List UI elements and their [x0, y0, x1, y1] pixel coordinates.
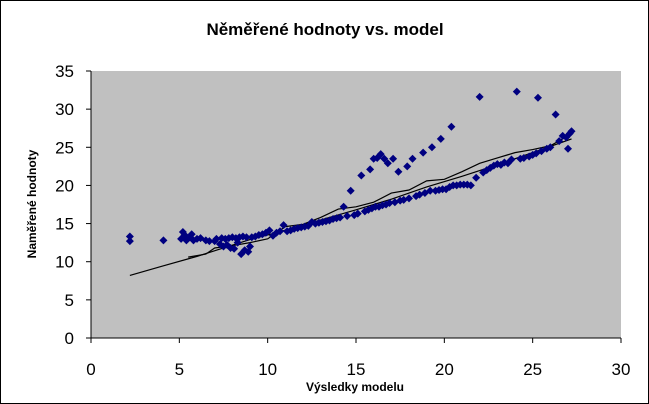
x-tick-label: 10 — [258, 360, 277, 379]
model-line-2 — [188, 135, 569, 258]
chart-title: Něměřené hodnoty vs. model — [206, 20, 443, 39]
data-point — [125, 237, 134, 246]
data-point — [426, 186, 435, 195]
data-point — [383, 159, 392, 168]
data-point — [533, 93, 542, 102]
y-tick-label: 10 — [55, 253, 74, 272]
data-point — [187, 230, 196, 239]
data-point — [512, 87, 521, 96]
data-point — [336, 213, 345, 222]
y-tick-label: 20 — [55, 176, 74, 195]
data-point — [551, 110, 560, 119]
data-point — [346, 186, 355, 195]
y-tick-label: 15 — [55, 215, 74, 234]
plot-area — [91, 71, 621, 338]
x-tick-label: 20 — [435, 360, 454, 379]
data-point — [366, 165, 375, 174]
data-point — [403, 162, 412, 171]
data-point — [546, 143, 555, 152]
data-point — [389, 154, 398, 163]
data-point — [159, 236, 168, 245]
data-point — [125, 232, 134, 241]
x-axis-label: Výsledky modelu — [306, 380, 404, 394]
data-point — [353, 209, 362, 218]
data-point — [466, 181, 475, 190]
x-tick-label: 15 — [347, 360, 366, 379]
data-point — [242, 233, 251, 242]
x-tick-label: 5 — [175, 360, 184, 379]
data-point — [230, 244, 239, 253]
data-point — [408, 154, 417, 163]
data-point — [427, 143, 436, 152]
data-point — [380, 154, 389, 163]
data-point — [555, 137, 564, 146]
data-point — [212, 234, 221, 243]
data-layer — [125, 87, 576, 277]
data-point — [567, 127, 576, 136]
data-point — [447, 122, 456, 131]
data-point — [246, 242, 254, 251]
data-point — [507, 155, 516, 164]
y-tick-label: 35 — [55, 62, 74, 81]
data-point — [357, 171, 366, 180]
data-point — [339, 202, 348, 211]
y-axis-label: Naměřené hodnoty — [25, 149, 39, 258]
y-tick-label: 5 — [65, 291, 74, 310]
x-tick-label: 25 — [523, 360, 542, 379]
data-point — [265, 226, 274, 235]
y-tick-label: 0 — [65, 329, 74, 348]
data-point — [475, 92, 484, 101]
data-point — [276, 227, 285, 236]
ticks-layer: 0 5 10 15 20 25 30 0 5 10 15 20 25 30 35 — [55, 62, 630, 379]
x-tick-label: 0 — [86, 360, 95, 379]
data-point — [385, 198, 394, 207]
data-point — [436, 134, 445, 143]
x-tick-label: 30 — [612, 360, 631, 379]
y-tick-label: 25 — [55, 138, 74, 157]
data-point — [205, 237, 214, 246]
data-point — [279, 221, 288, 230]
data-point — [419, 148, 428, 157]
data-point — [394, 167, 403, 176]
data-point — [343, 211, 352, 220]
data-point — [472, 173, 481, 182]
data-point — [376, 150, 385, 159]
data-point — [405, 194, 413, 203]
data-point — [564, 144, 572, 153]
y-tick-label: 30 — [55, 100, 74, 119]
